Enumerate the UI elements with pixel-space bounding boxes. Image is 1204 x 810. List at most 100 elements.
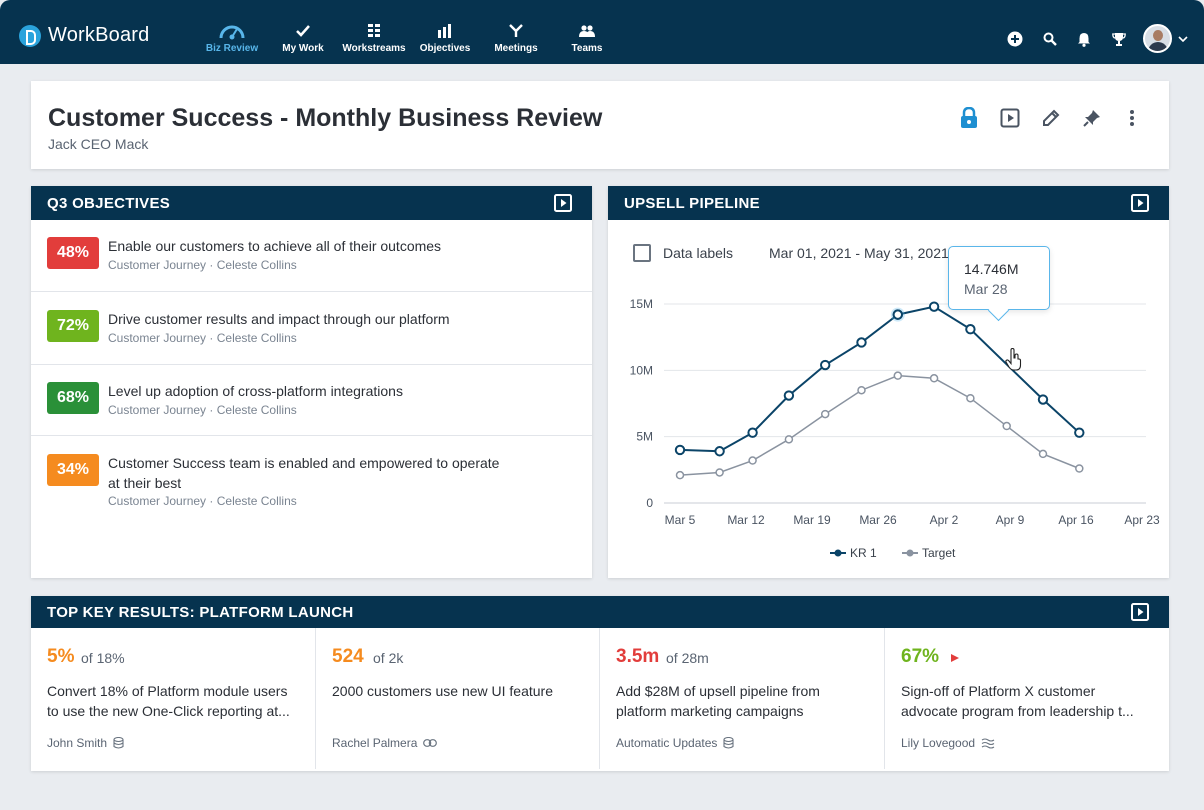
nav-my-work[interactable]: My Work — [268, 22, 338, 54]
key-results-panel: TOP KEY RESULTS: PLATFORM LAUNCH 5% of 1… — [31, 596, 1169, 771]
progress-badge: 72% — [47, 310, 99, 342]
app-name: WorkBoard — [48, 24, 150, 46]
nav-objectives[interactable]: Objectives — [410, 22, 480, 54]
add-icon[interactable] — [1007, 31, 1023, 47]
kr-value: 67% — [901, 646, 940, 667]
data-point — [1075, 464, 1084, 473]
progress-badge: 68% — [47, 382, 99, 414]
objective-title: Customer Success team is enabled and emp… — [108, 455, 500, 491]
chevron-down-icon[interactable] — [1177, 31, 1189, 47]
data-point — [1002, 421, 1011, 431]
pipeline-chart: 0 5M 10M 15M Mar 5 Mar 12 Mar 19 Mar 26 Apr 2 Apr… — [630, 297, 1160, 560]
key-results-header: TOP KEY RESULTS: PLATFORM LAUNCH — [31, 596, 1169, 628]
data-point — [857, 385, 866, 395]
kr-description: Convert 18% of Platform module users to u… — [47, 683, 290, 719]
objective-meta: Customer Journey · Celeste Collins — [108, 331, 297, 345]
kr-owner: Lily Lovegood — [901, 736, 995, 750]
nav-biz-review[interactable]: Biz Review — [197, 22, 267, 54]
bell-icon[interactable] — [1076, 31, 1092, 47]
nav-workstreams[interactable]: Workstreams — [339, 22, 409, 54]
tooltip-date: Mar 28 — [964, 281, 1008, 297]
progress-badge: 34% — [47, 454, 99, 486]
divider — [315, 628, 316, 769]
play-triangle-icon — [951, 654, 959, 662]
objective-row[interactable]: 34% Customer Success team is enabled and… — [31, 436, 592, 526]
objective-row[interactable]: 48% Enable our customers to achieve all … — [31, 220, 592, 292]
objective-meta: Customer Journey · Celeste Collins — [108, 494, 297, 508]
key-result-card[interactable]: 3.5m of 28m Add $28M of upsell pipeline … — [600, 628, 884, 769]
nav-label: Meetings — [494, 43, 538, 54]
top-nav: WorkBoard Biz Review My Work Workstreams… — [0, 0, 1204, 64]
data-labels-checkbox[interactable] — [633, 244, 651, 262]
objective-title: Level up adoption of cross-platform inte… — [108, 383, 403, 399]
data-point — [928, 301, 940, 312]
kr-value: 524 — [332, 646, 364, 667]
nav-meetings[interactable]: Meetings — [481, 22, 551, 54]
cursor-hand-icon — [1005, 348, 1022, 371]
kr-description: 2000 customers use new UI feature — [332, 683, 554, 699]
progress-badge: 48% — [47, 237, 99, 269]
panel-title: TOP KEY RESULTS: PLATFORM LAUNCH — [47, 603, 354, 621]
key-result-card[interactable]: 67% Sign-off of Platform X customer advoc… — [885, 628, 1169, 769]
present-icon[interactable] — [1131, 603, 1149, 621]
user-avatar[interactable] — [1143, 24, 1172, 53]
x-tick-label: Mar 12 — [727, 513, 765, 527]
key-results-row: 5% of 18% Convert 18% of Platform module… — [31, 628, 1169, 771]
people-icon — [552, 22, 622, 40]
chart-tooltip: 14.746M Mar 28 — [948, 246, 1050, 310]
nav-label: Objectives — [419, 43, 471, 54]
link-icon — [423, 739, 438, 747]
edit-icon[interactable] — [1039, 106, 1063, 130]
nav-teams[interactable]: Teams — [552, 22, 622, 54]
objective-row[interactable]: 72% Drive customer results and impact th… — [31, 292, 592, 365]
workstreams-icon — [339, 22, 409, 40]
data-point — [748, 456, 757, 465]
objective-row[interactable]: 68% Level up adoption of cross-platform … — [31, 365, 592, 436]
lock-icon[interactable] — [957, 106, 981, 130]
gauge-icon — [197, 22, 267, 40]
present-icon[interactable] — [1131, 194, 1149, 212]
check-icon — [268, 22, 338, 40]
data-point — [1037, 394, 1049, 405]
data-point — [675, 470, 685, 480]
x-tick-label: Apr 23 — [1124, 513, 1160, 527]
data-point — [965, 324, 976, 335]
data-labels-label: Data labels — [663, 245, 734, 261]
more-icon[interactable] — [1120, 106, 1144, 130]
objective-title: Enable our customers to achieve all of t… — [108, 238, 442, 254]
legend-marker — [906, 549, 914, 557]
kr-owner: Automatic Updates — [616, 736, 734, 750]
present-icon[interactable] — [998, 106, 1022, 130]
present-icon[interactable] — [554, 194, 572, 212]
kr-description: Add $28M of upsell pipeline from platform… — [616, 683, 820, 719]
data-point — [966, 393, 975, 403]
pipeline-panel: UPSELL PIPELINE Data labels Mar 01, 2021… — [608, 186, 1169, 578]
objectives-panel: Q3 OBJECTIVES 48% Enable our customers t… — [31, 186, 592, 578]
panel-title: UPSELL PIPELINE — [624, 194, 760, 212]
review-header: Customer Success - Monthly Business Revi… — [31, 81, 1169, 169]
divider — [599, 628, 600, 769]
objective-title: Drive customer results and impact throug… — [108, 311, 450, 327]
x-tick-label: Mar 5 — [665, 513, 696, 527]
nav-label: Biz Review — [205, 43, 259, 54]
search-icon[interactable] — [1042, 31, 1058, 47]
x-tick-label: Apr 16 — [1058, 513, 1094, 527]
data-point — [674, 444, 686, 456]
trophy-icon[interactable] — [1111, 31, 1127, 47]
data-point — [715, 468, 724, 477]
kr-value: 5% — [47, 646, 75, 667]
key-result-card[interactable]: 5% of 18% Convert 18% of Platform module… — [31, 628, 315, 769]
x-tick-label: Mar 19 — [793, 513, 831, 527]
meetings-icon — [481, 22, 551, 40]
objective-meta: Customer Journey · Celeste Collins — [108, 403, 297, 417]
data-point — [856, 337, 867, 348]
date-range[interactable]: Mar 01, 2021 - May 31, 2021 — [769, 245, 949, 261]
legend-label: Target — [922, 546, 956, 560]
pin-icon[interactable] — [1080, 106, 1104, 130]
hovered-point — [892, 309, 903, 320]
nav-label: Teams — [571, 43, 603, 54]
data-point — [893, 371, 903, 380]
logo[interactable]: WorkBoard — [19, 24, 149, 47]
data-point — [1074, 427, 1085, 438]
key-result-card[interactable]: 524 of 2k 2000 customers use new UI feat… — [316, 628, 600, 769]
